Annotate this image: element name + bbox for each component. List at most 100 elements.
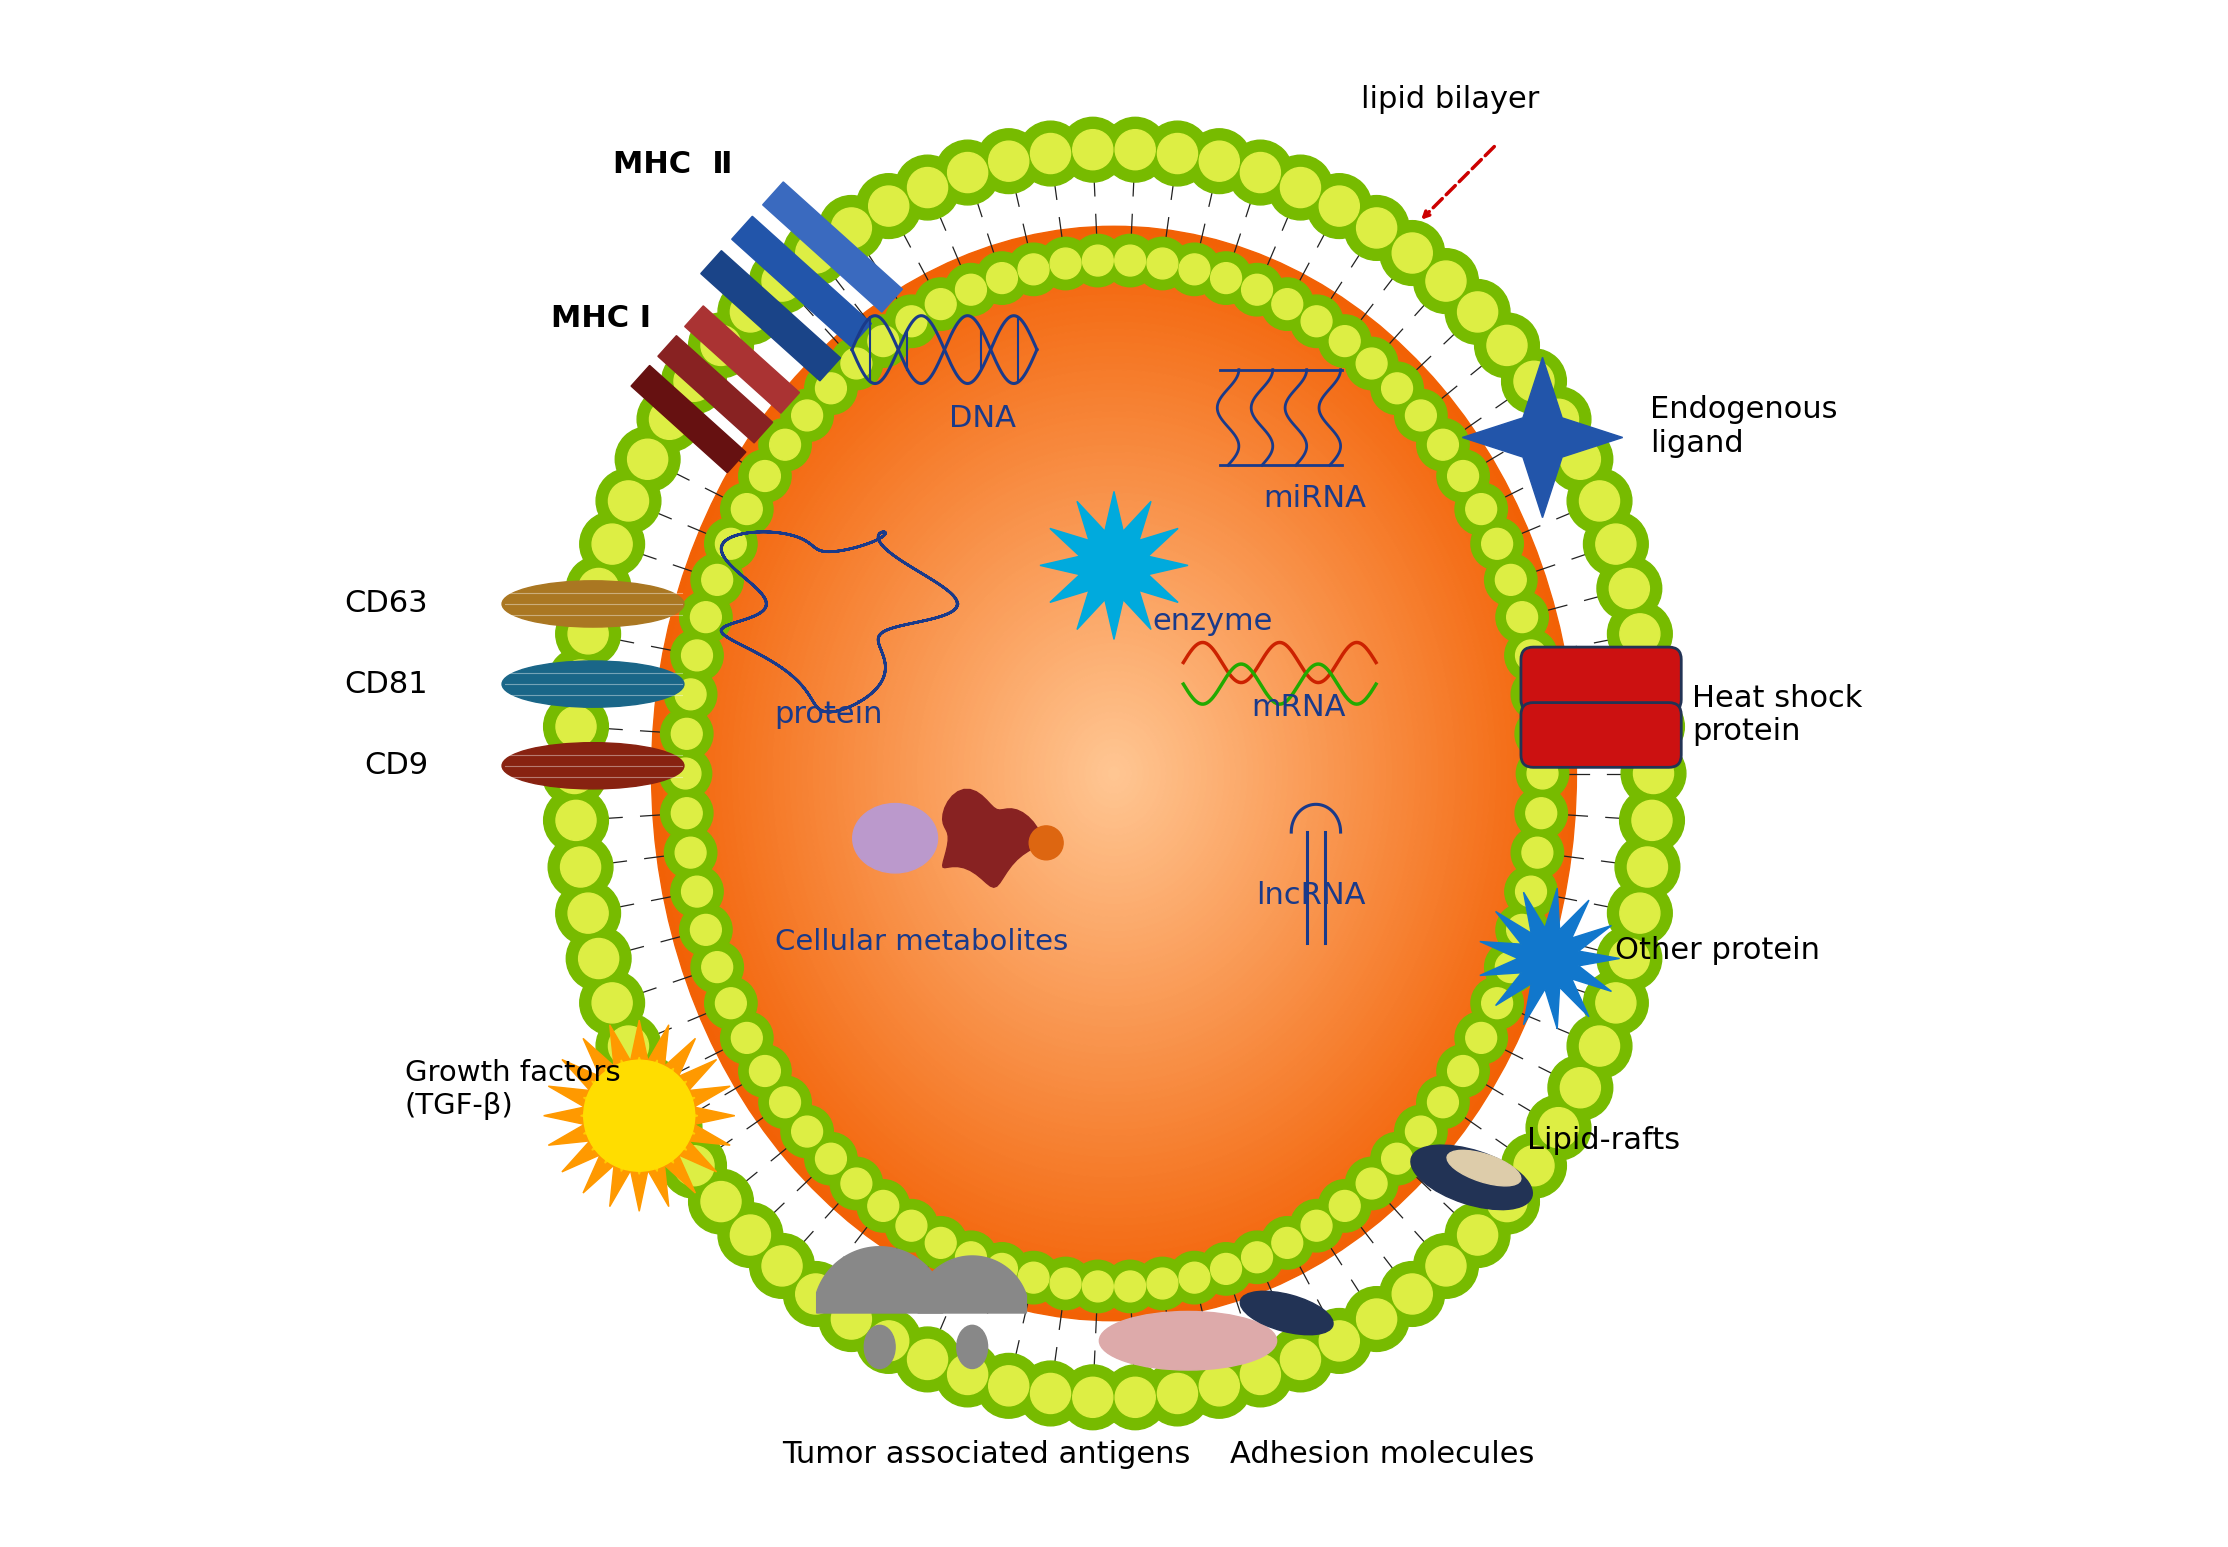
Circle shape (541, 741, 606, 806)
Circle shape (869, 186, 909, 226)
Text: enzyme: enzyme (1152, 606, 1272, 636)
Circle shape (913, 1216, 967, 1269)
Circle shape (1038, 1258, 1092, 1310)
Circle shape (691, 554, 744, 606)
Ellipse shape (980, 616, 1248, 931)
Circle shape (673, 362, 713, 401)
Circle shape (913, 278, 967, 331)
Circle shape (869, 1191, 898, 1221)
Circle shape (557, 707, 597, 747)
Ellipse shape (889, 507, 1339, 1040)
Circle shape (671, 865, 724, 917)
Circle shape (1072, 130, 1112, 170)
Circle shape (1486, 325, 1526, 365)
Ellipse shape (1049, 698, 1179, 849)
Circle shape (896, 1210, 927, 1241)
Text: CD63: CD63 (345, 589, 428, 619)
Circle shape (1446, 280, 1511, 345)
Circle shape (675, 679, 706, 710)
Ellipse shape (1020, 664, 1208, 883)
Circle shape (702, 325, 742, 365)
Circle shape (651, 1108, 688, 1148)
Ellipse shape (853, 803, 938, 873)
Circle shape (561, 846, 602, 886)
Circle shape (1072, 234, 1125, 286)
Circle shape (1018, 121, 1083, 186)
Circle shape (702, 951, 733, 982)
Ellipse shape (958, 589, 1270, 958)
Circle shape (691, 914, 722, 945)
Circle shape (840, 1168, 871, 1199)
Circle shape (740, 1044, 791, 1097)
Circle shape (1116, 1377, 1156, 1417)
Circle shape (762, 1245, 802, 1286)
Circle shape (1626, 661, 1667, 701)
Ellipse shape (965, 596, 1263, 951)
Circle shape (956, 274, 987, 305)
Circle shape (784, 221, 849, 285)
Circle shape (555, 880, 619, 945)
Circle shape (760, 419, 811, 470)
Ellipse shape (664, 240, 1564, 1307)
Circle shape (1392, 1273, 1433, 1313)
Circle shape (1626, 846, 1667, 886)
FancyBboxPatch shape (1522, 702, 1682, 767)
Circle shape (1515, 362, 1555, 401)
Circle shape (1615, 648, 1680, 712)
Circle shape (688, 312, 753, 377)
FancyBboxPatch shape (684, 306, 800, 413)
Circle shape (1346, 337, 1397, 390)
Circle shape (1147, 1269, 1179, 1299)
Ellipse shape (807, 412, 1421, 1135)
Ellipse shape (951, 582, 1277, 965)
Circle shape (1609, 880, 1673, 945)
Ellipse shape (1074, 726, 1154, 821)
Circle shape (1502, 350, 1566, 413)
Ellipse shape (987, 623, 1241, 924)
Polygon shape (1040, 492, 1188, 639)
Circle shape (1343, 195, 1408, 260)
Circle shape (1301, 306, 1332, 337)
Circle shape (1188, 1354, 1252, 1419)
Circle shape (1167, 243, 1221, 295)
Ellipse shape (969, 602, 1259, 945)
Circle shape (947, 1355, 987, 1394)
Circle shape (1261, 1216, 1315, 1269)
Ellipse shape (878, 493, 1350, 1054)
Circle shape (1584, 512, 1649, 577)
Circle shape (1455, 483, 1508, 535)
Circle shape (896, 155, 960, 220)
Circle shape (1515, 640, 1546, 671)
Circle shape (1268, 1327, 1332, 1392)
Circle shape (1038, 237, 1092, 289)
Circle shape (1392, 234, 1433, 274)
FancyBboxPatch shape (702, 251, 840, 381)
Circle shape (1379, 1262, 1444, 1326)
Ellipse shape (715, 302, 1513, 1245)
Text: lncRNA: lncRNA (1257, 882, 1366, 910)
Circle shape (936, 1343, 1000, 1406)
Circle shape (1103, 118, 1167, 183)
Ellipse shape (795, 398, 1433, 1149)
Circle shape (720, 483, 773, 535)
Circle shape (1566, 469, 1631, 534)
Circle shape (579, 512, 644, 577)
Circle shape (1381, 373, 1413, 404)
Circle shape (1511, 826, 1564, 879)
Circle shape (885, 1199, 938, 1252)
Circle shape (1308, 173, 1372, 238)
Ellipse shape (802, 404, 1426, 1143)
Circle shape (804, 362, 858, 415)
Circle shape (662, 350, 726, 413)
Ellipse shape (853, 466, 1375, 1081)
Ellipse shape (1056, 705, 1172, 842)
Circle shape (1114, 244, 1145, 275)
Circle shape (1156, 133, 1196, 173)
Circle shape (1018, 1361, 1083, 1426)
Circle shape (579, 939, 619, 979)
Circle shape (1357, 1168, 1388, 1199)
Circle shape (1083, 1272, 1114, 1303)
Ellipse shape (668, 248, 1560, 1299)
Ellipse shape (1027, 671, 1201, 876)
Circle shape (1301, 1210, 1332, 1241)
